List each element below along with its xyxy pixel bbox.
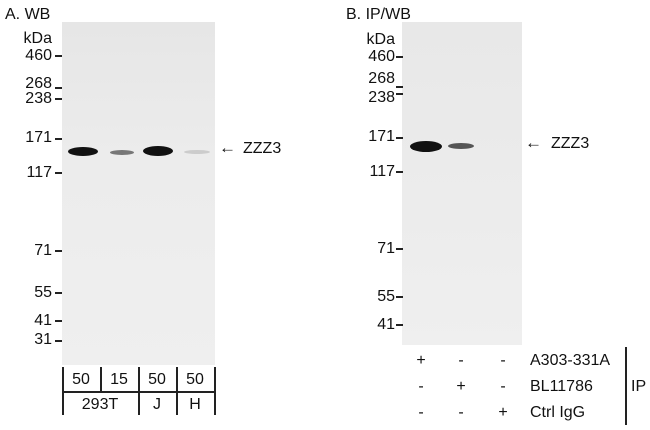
ip-label: IP — [631, 378, 647, 395]
marker-tick — [55, 172, 62, 174]
panel-b-blot — [402, 22, 522, 345]
ip-bracket — [625, 347, 627, 425]
marker-label: 171 — [368, 128, 395, 145]
marker-label: 460 — [25, 47, 52, 64]
marker-label: 117 — [26, 164, 52, 181]
marker-label: 268 — [25, 75, 52, 92]
lane-amount: 50 — [148, 371, 166, 388]
lane-amount: 50 — [186, 371, 204, 388]
arrow-left-icon: ← — [219, 138, 236, 157]
marker-label: 71 — [34, 242, 52, 259]
marker-label: 41 — [34, 312, 52, 329]
marker-tick — [55, 87, 62, 89]
ip-sign: + — [498, 404, 508, 421]
ip-sign: - — [458, 404, 464, 421]
ip-sign: + — [416, 352, 426, 369]
ip-sign: - — [418, 404, 424, 421]
cell-line: H — [189, 396, 201, 413]
band-lane-3 — [143, 146, 173, 156]
ip-sign: - — [458, 352, 464, 369]
kda-label: kDa — [366, 31, 395, 48]
marker-tick — [396, 56, 403, 58]
marker-tick — [396, 171, 403, 173]
band-lane-1 — [68, 147, 98, 156]
marker-label: 171 — [25, 129, 52, 146]
lane-amount: 15 — [110, 371, 128, 388]
marker-tick — [396, 93, 403, 95]
marker-tick — [396, 296, 403, 298]
marker-tick — [396, 248, 403, 250]
marker-label: 55 — [377, 288, 395, 305]
marker-label: 71 — [377, 240, 395, 257]
band-lane-2 — [448, 143, 474, 149]
marker-label: 460 — [368, 48, 395, 65]
marker-label: 238 — [368, 89, 395, 106]
ip-sign: - — [418, 378, 424, 395]
arrow-left-icon: ← — [525, 133, 542, 152]
cell-line: 293T — [81, 396, 119, 413]
target-label: ZZZ3 — [551, 135, 590, 152]
cell-line: J — [153, 396, 161, 413]
lane-amount: 50 — [72, 371, 90, 388]
marker-label: 55 — [34, 284, 52, 301]
marker-tick — [396, 137, 403, 139]
marker-label: 268 — [368, 70, 395, 87]
panel-b-title: B. IP/WB — [346, 6, 411, 23]
marker-label: 41 — [377, 316, 395, 333]
band-lane-2 — [110, 150, 134, 155]
band-lane-4 — [184, 150, 210, 154]
marker-label: 117 — [369, 163, 395, 180]
ip-row-label: Ctrl IgG — [530, 404, 586, 421]
panel-a-blot — [62, 22, 215, 365]
target-label: ZZZ3 — [243, 140, 282, 157]
marker-tick — [55, 98, 62, 100]
kda-label: kDa — [23, 30, 52, 47]
ip-row-label: BL11786 — [530, 378, 593, 395]
marker-label: 31 — [34, 331, 52, 348]
marker-tick — [55, 292, 62, 294]
ip-sign: - — [500, 352, 506, 369]
marker-tick — [55, 138, 62, 140]
marker-tick — [55, 250, 62, 252]
marker-tick — [55, 55, 62, 57]
marker-tick — [396, 86, 403, 88]
band-lane-1 — [410, 141, 442, 152]
ip-sign: + — [456, 378, 466, 395]
marker-tick — [55, 340, 62, 342]
marker-tick — [55, 320, 62, 322]
panel-a-title: A. WB — [5, 6, 51, 23]
marker-tick — [396, 324, 403, 326]
marker-label: 238 — [25, 90, 52, 107]
ip-sign: - — [500, 378, 506, 395]
ip-row-label: A303-331A — [530, 352, 611, 369]
